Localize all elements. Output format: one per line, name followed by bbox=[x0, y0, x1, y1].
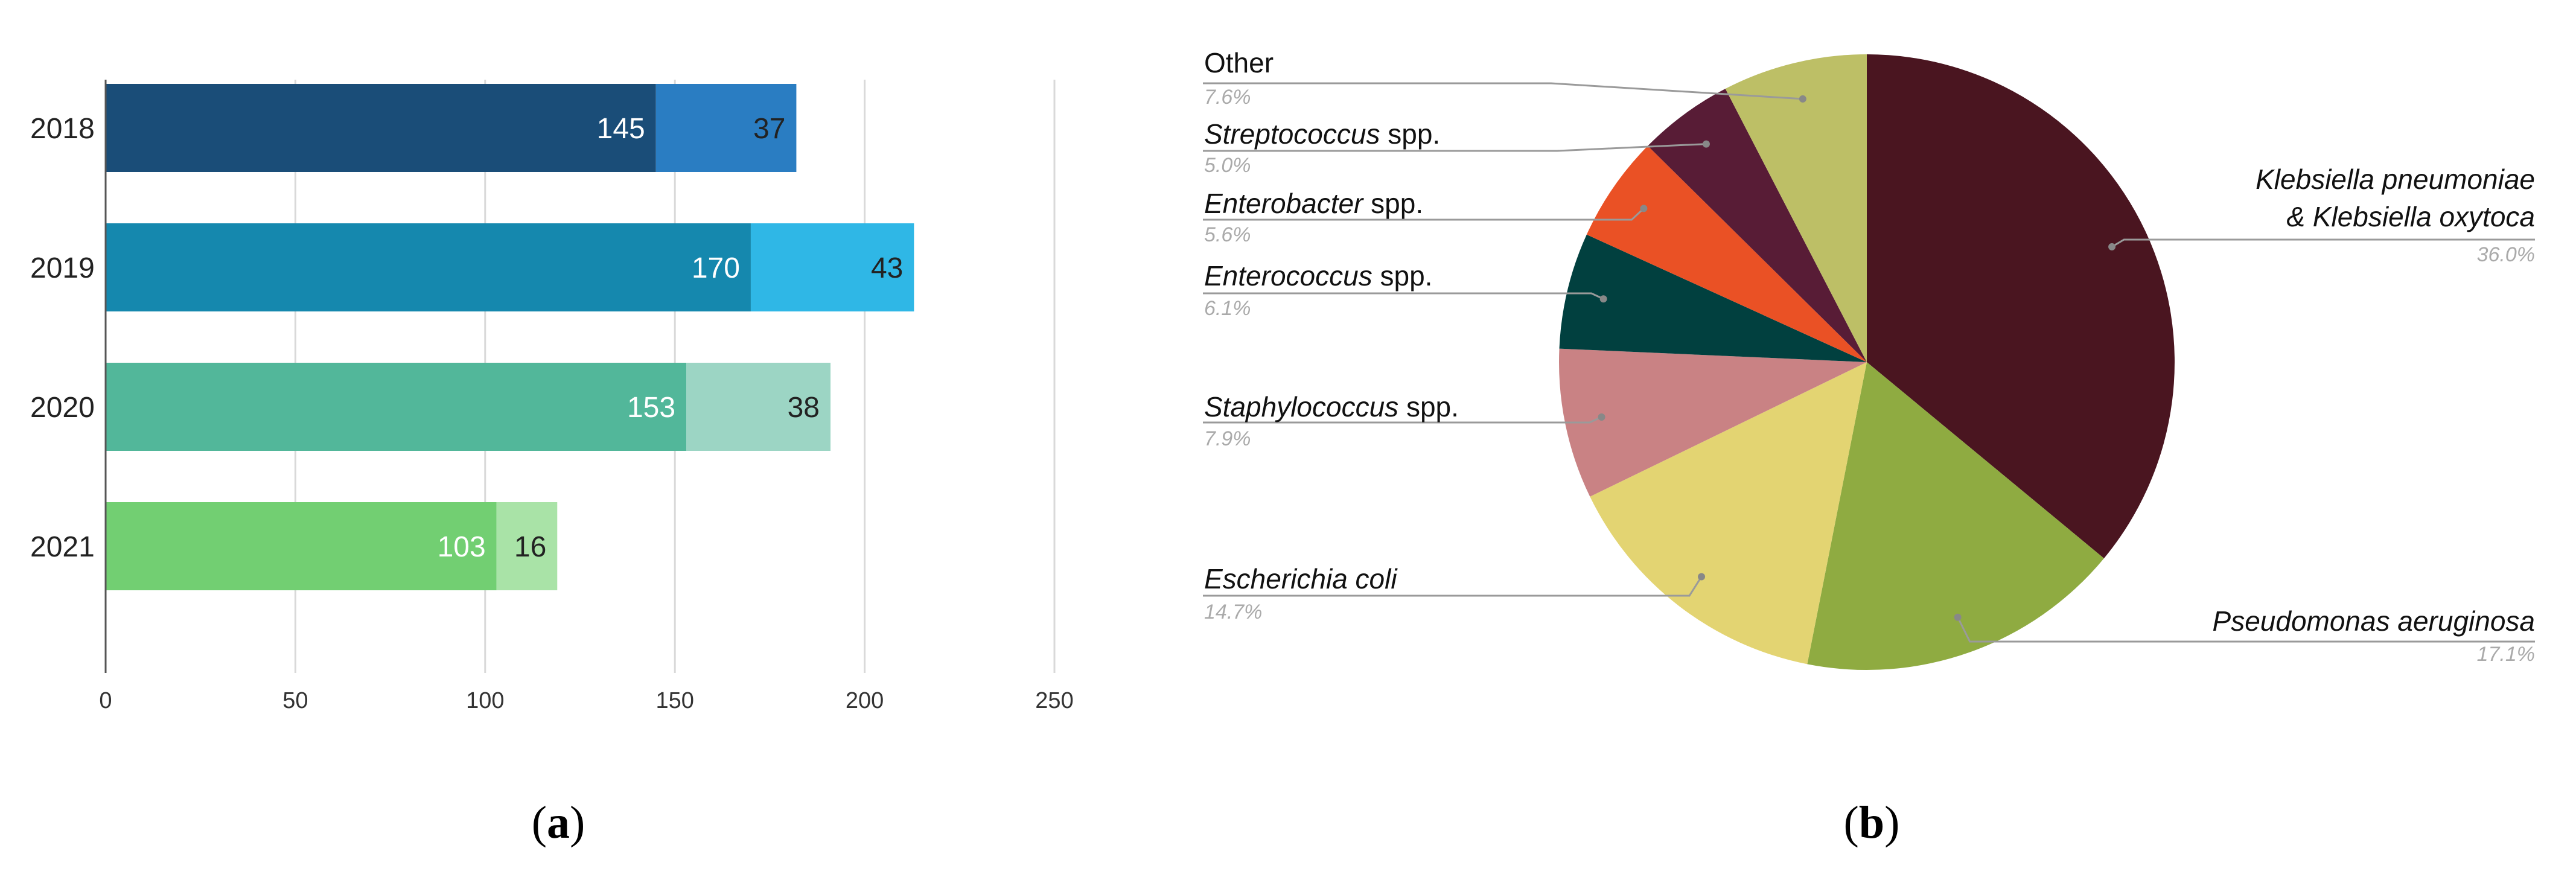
leader-line bbox=[1203, 82, 1803, 100]
bar-chart: 0 50 100 150 200 250 2018 145 37 2019 170 43 2020 153… bbox=[30, 80, 1074, 713]
bar-value-label: 37 bbox=[753, 113, 785, 145]
pie-slice bbox=[1590, 362, 1867, 665]
slice-percent-label: 7.9% bbox=[1204, 427, 1251, 450]
slice-name-label: Enterobacter spp. bbox=[1204, 188, 1423, 219]
leader-dot bbox=[1698, 573, 1706, 581]
slice-percent-label: 36.0% bbox=[2477, 243, 2535, 266]
slice-percent-label: 17.1% bbox=[2477, 643, 2535, 666]
slice-name-suffix: spp. bbox=[1372, 260, 1433, 292]
y-tick-label: 2018 bbox=[30, 113, 95, 145]
leader-dot bbox=[1799, 95, 1806, 103]
slice-name-italic: Staphylococcus bbox=[1204, 391, 1398, 422]
slice-percent-label: 5.6% bbox=[1204, 223, 1251, 246]
bar-segment bbox=[655, 84, 797, 172]
y-tick-label: 2021 bbox=[30, 531, 95, 563]
leader-line bbox=[1203, 208, 1645, 221]
leader-line bbox=[1203, 416, 1602, 424]
panel-label-b: (b) bbox=[1843, 797, 1900, 848]
slice-name-italic: Enterococcus bbox=[1204, 260, 1372, 292]
slice-name-suffix: spp. bbox=[1380, 118, 1440, 150]
pie-slice bbox=[1559, 234, 1867, 362]
x-tick-label: 0 bbox=[99, 688, 112, 713]
slice-name-label: Staphylococcus spp. bbox=[1204, 391, 1459, 422]
bar-value-label: 103 bbox=[438, 531, 486, 563]
slice-name-suffix: spp. bbox=[1363, 188, 1423, 219]
x-tick-label: 150 bbox=[655, 688, 693, 713]
slice-name-italic: Klebsiella pneumoniae bbox=[2256, 164, 2535, 195]
slice-name-italic: Escherichia coli bbox=[1204, 563, 1398, 595]
slice-name-label: Enterococcus spp. bbox=[1204, 260, 1432, 292]
pie-slice bbox=[1725, 54, 1867, 362]
y-tick-label: 2019 bbox=[30, 252, 95, 284]
leader-dot bbox=[1598, 413, 1605, 421]
x-tick-label: 250 bbox=[1035, 688, 1073, 713]
bar-segment bbox=[106, 223, 751, 311]
slice-name-label: Other bbox=[1204, 47, 1274, 78]
pie-slice bbox=[1807, 362, 2104, 670]
bar-value-label: 170 bbox=[692, 252, 740, 284]
leader-dot bbox=[1640, 205, 1648, 212]
x-tick-label: 100 bbox=[466, 688, 504, 713]
x-tick-label: 200 bbox=[846, 688, 884, 713]
leader-dot bbox=[1702, 140, 1710, 148]
slice-name-label: Escherichia coli bbox=[1204, 563, 1398, 595]
slice-percent-label: 5.0% bbox=[1204, 154, 1251, 177]
x-tick-label: 50 bbox=[282, 688, 308, 713]
bar-segment bbox=[106, 84, 656, 172]
slice-name-label-line2: & Klebsiella oxytoca bbox=[2286, 201, 2535, 232]
slice-name-label: Klebsiella pneumoniae bbox=[2256, 164, 2535, 195]
pie-slice bbox=[1586, 145, 1867, 363]
bar-value-label: 38 bbox=[788, 392, 820, 424]
slice-name-italic: Enterobacter bbox=[1204, 188, 1364, 219]
pie-slice bbox=[1867, 54, 2175, 559]
bar-segment bbox=[686, 363, 831, 451]
pie-slice bbox=[1559, 348, 1867, 497]
leader-line bbox=[1203, 143, 1706, 152]
leader-line bbox=[1203, 576, 1703, 597]
pie-slice bbox=[1648, 89, 1867, 362]
leader-line bbox=[1957, 617, 2535, 643]
leader-line bbox=[1203, 292, 1604, 300]
pie-chart: Klebsiella pneumoniae & Klebsiella oxytoc… bbox=[1203, 47, 2535, 670]
bar-value-label: 145 bbox=[597, 113, 645, 145]
bar-value-label: 153 bbox=[627, 392, 675, 424]
y-tick-label: 2020 bbox=[30, 392, 95, 424]
bar-segment bbox=[750, 223, 914, 311]
slice-percent-label: 7.6% bbox=[1204, 86, 1251, 109]
slice-name-label: Pseudomonas aeruginosa bbox=[2213, 605, 2535, 637]
slice-name-suffix: spp. bbox=[1398, 391, 1459, 422]
bar-segment bbox=[106, 363, 687, 451]
leader-dot bbox=[1954, 613, 1962, 621]
slice-name-italic: Pseudomonas aeruginosa bbox=[2213, 605, 2535, 637]
bar-segment bbox=[106, 502, 497, 590]
leader-line bbox=[2111, 238, 2535, 248]
bar-segment bbox=[496, 502, 558, 590]
slice-percent-label: 6.1% bbox=[1204, 297, 1251, 320]
slice-name-italic: Other bbox=[1204, 47, 1274, 78]
slice-name-italic: Streptococcus bbox=[1204, 118, 1380, 150]
slice-name-label: Streptococcus spp. bbox=[1204, 118, 1440, 150]
leader-dot bbox=[2108, 243, 2116, 250]
leader-dot bbox=[1599, 295, 1607, 303]
bar-value-label: 16 bbox=[514, 531, 546, 563]
slice-percent-label: 14.7% bbox=[1204, 601, 1262, 623]
bar-value-label: 43 bbox=[871, 252, 903, 284]
panel-label-a: (a) bbox=[531, 797, 585, 848]
